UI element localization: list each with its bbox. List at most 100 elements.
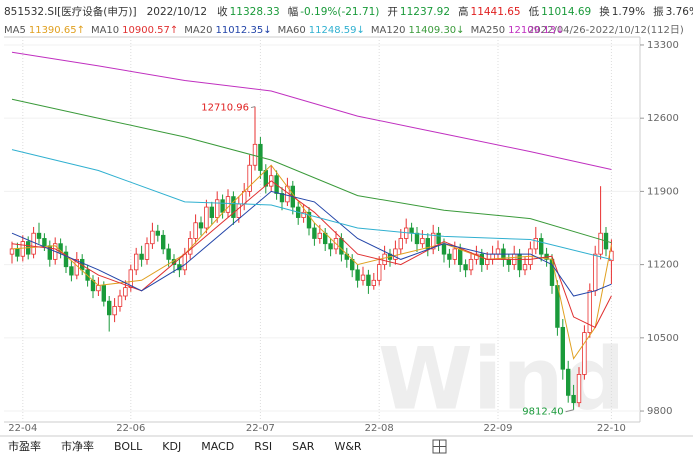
candle-body: [112, 306, 117, 316]
candle-body: [452, 248, 457, 260]
candle-body: [123, 287, 128, 297]
quote-value: -0.19%(-21.71): [300, 6, 379, 18]
candle-body: [479, 253, 484, 266]
candle-body: [144, 243, 150, 260]
legend-value: 11012.35: [215, 25, 263, 36]
candle-body: [593, 253, 598, 292]
legend-trend: ↑: [77, 25, 85, 36]
candle-body: [139, 253, 144, 260]
legend-value: 12109.13: [508, 25, 556, 36]
y-tick-label: 11900: [647, 186, 679, 197]
quote-header: 851532.SI[医疗设备(申万)] 2022/10/12 收 11328.33 幅 -…: [4, 5, 693, 18]
candle-body: [279, 193, 285, 203]
candle-body: [598, 232, 603, 255]
quote-value: 11014.69: [541, 6, 591, 18]
legend-trend: ↓: [357, 25, 365, 36]
candle-body: [582, 332, 587, 375]
ma-line: [11, 51, 612, 170]
candle-body: [182, 253, 187, 271]
candle-body: [539, 238, 544, 255]
candle-body: [463, 264, 468, 271]
indicator-tab[interactable]: KDJ: [162, 440, 181, 453]
candle-body: [571, 394, 576, 404]
indicator-tab[interactable]: RSI: [254, 440, 272, 453]
x-tick-label: 22-09: [483, 423, 512, 434]
candle-body: [20, 241, 25, 257]
candle-body: [204, 206, 209, 229]
candle-body: [457, 248, 463, 266]
quote-label: 振: [653, 5, 664, 18]
quote-label: 开: [387, 6, 398, 18]
x-tick-label: 22-04: [8, 423, 37, 434]
quote-label: 高: [458, 5, 469, 18]
indicator-tab[interactable]: 市净率: [61, 439, 94, 453]
x-tick-label: 22-07: [246, 423, 275, 434]
indicator-tab[interactable]: MACD: [201, 440, 234, 453]
y-tick-label: 10500: [647, 333, 679, 344]
candle-body: [484, 258, 490, 266]
candle-body: [133, 253, 139, 271]
indicator-tab[interactable]: SAR: [292, 440, 315, 453]
candle-body: [301, 211, 306, 218]
candle-body: [414, 232, 420, 245]
ma-line: [11, 98, 612, 244]
legend-name: MA5: [4, 25, 26, 36]
candle-body: [96, 285, 101, 292]
candle-body: [468, 258, 474, 271]
quote-value: 1.79%: [612, 6, 645, 18]
annotation-label: 9812.40: [522, 407, 563, 418]
x-tick-label: 22-08: [365, 423, 394, 434]
candle-body: [15, 248, 20, 257]
candle-body: [155, 230, 160, 236]
candle-body: [317, 232, 322, 239]
date-range: 2022/04/26-2022/10/12(112日): [528, 25, 684, 36]
legend-name: MA250: [471, 25, 506, 36]
candle-body: [371, 279, 376, 286]
legend-value: 10900.57: [122, 25, 170, 36]
candle-body: [393, 248, 398, 260]
legend-name: MA20: [184, 25, 212, 36]
indicator-tab[interactable]: W&R: [334, 440, 361, 453]
candle-body: [252, 143, 258, 166]
candle-body: [36, 232, 42, 239]
candle-body: [198, 222, 204, 229]
ma-line: [11, 180, 612, 329]
legend-name: MA60: [278, 25, 306, 36]
candle-body: [42, 238, 47, 247]
candle-body: [495, 248, 501, 255]
candle-body: [409, 227, 414, 234]
candle-body: [328, 243, 333, 250]
candle-body: [506, 258, 511, 266]
candle-body: [376, 264, 382, 281]
legend-value: 11390.65: [29, 25, 77, 36]
candle-body: [355, 269, 360, 281]
ma-legend: MA5 11390.65↑ MA10 10900.57↑ MA20 11012.35↓ MA…: [4, 25, 564, 36]
candle-body: [522, 264, 528, 271]
candle-body: [366, 274, 371, 286]
candle-body: [63, 251, 69, 268]
indicator-tab[interactable]: 市盈率: [8, 439, 41, 453]
candle-body: [128, 269, 133, 289]
legend-trend: ↑: [170, 25, 178, 36]
candle-body: [312, 227, 317, 239]
candle-body: [398, 238, 403, 250]
candle-body: [107, 300, 112, 316]
quote-value: 11441.65: [471, 6, 521, 18]
candle-body: [9, 248, 15, 255]
indicator-tab[interactable]: BOLL: [114, 440, 143, 453]
ma-line: [11, 149, 612, 260]
y-tick-label: 11200: [647, 260, 679, 271]
quote-value: 11237.92: [400, 6, 450, 18]
legend-name: MA10: [91, 25, 119, 36]
quote-label: 幅: [288, 5, 299, 18]
candle-body: [209, 206, 214, 218]
candle-body: [150, 230, 155, 245]
candle-body: [474, 253, 479, 260]
candle-body: [69, 266, 74, 276]
annotation-pointer: [250, 106, 256, 109]
candle-body: [430, 232, 436, 250]
legend-value: 11409.30: [408, 25, 456, 36]
candle-body: [236, 203, 241, 218]
quote-label: 低: [529, 5, 540, 18]
candle-body: [220, 199, 225, 213]
